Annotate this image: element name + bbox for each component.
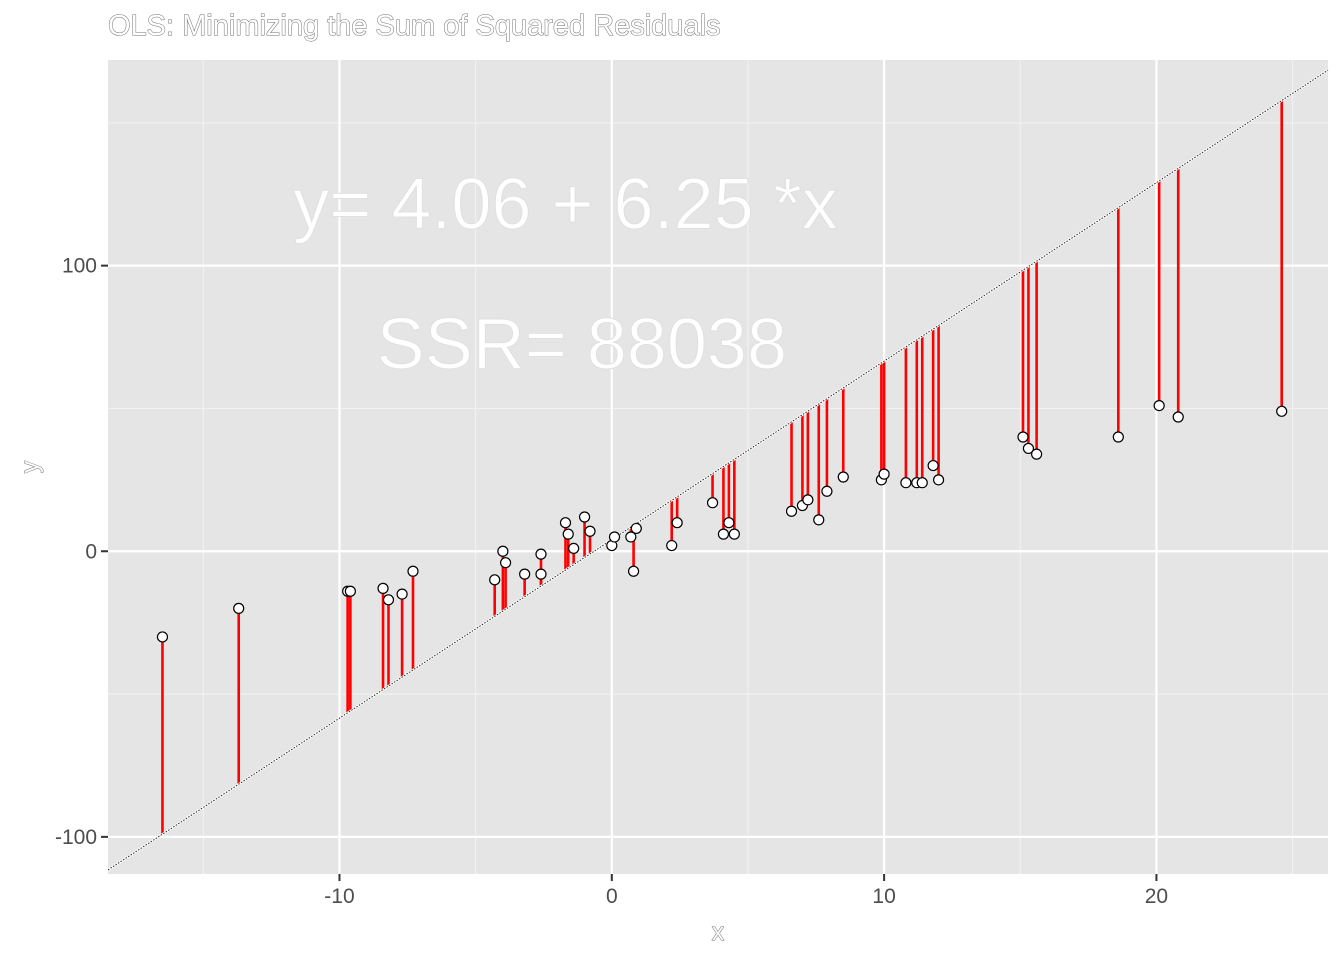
data-point — [1017, 431, 1029, 443]
data-point — [627, 565, 640, 577]
data-point — [1112, 431, 1124, 443]
data-point — [630, 522, 642, 535]
data-point — [535, 568, 547, 580]
chart-title: OLS: Minimizing the Sum of Squared Resid… — [108, 10, 722, 43]
fitted-line-dotted — [107, 69, 1329, 871]
data-point — [813, 514, 825, 526]
fitted-line — [107, 69, 1329, 871]
data-point — [706, 497, 719, 509]
data-point — [1022, 442, 1035, 455]
x-tick-label: 10 — [872, 885, 895, 908]
data-point — [785, 505, 798, 517]
data-point — [407, 565, 419, 577]
data-point — [489, 574, 501, 586]
data-point — [497, 545, 509, 557]
data-point — [377, 582, 389, 594]
data-point — [344, 585, 356, 597]
data-point — [625, 531, 637, 543]
data-point — [608, 531, 621, 543]
data-point — [723, 517, 735, 529]
equation-annotation: y= 4.06 + 6.25 *x — [293, 165, 837, 245]
data-point — [578, 511, 591, 523]
x-tick-label: 0 — [606, 885, 618, 908]
data-point — [671, 517, 683, 529]
data-point — [568, 542, 580, 555]
data-point — [717, 528, 730, 540]
data-point — [878, 468, 890, 480]
plot-panel — [108, 60, 1328, 874]
ssr-annotation: SSR= 88038 — [377, 304, 787, 384]
data-point — [802, 494, 814, 506]
residual-segments — [161, 100, 1284, 835]
data-point — [519, 568, 531, 580]
data-point — [233, 602, 245, 614]
y-axis-title: y — [17, 461, 44, 473]
y-tick-label: 0 — [85, 540, 97, 563]
data-point — [837, 471, 849, 483]
data-point — [156, 631, 169, 643]
data-point — [584, 525, 596, 537]
data-point — [559, 517, 572, 529]
x-tick-label: 20 — [1145, 885, 1168, 908]
y-tick-label: 100 — [62, 255, 97, 278]
x-tick-label: -10 — [324, 885, 354, 908]
data-point — [666, 539, 678, 552]
data-point — [382, 594, 395, 606]
data-point — [927, 459, 939, 472]
data-points — [156, 399, 1288, 643]
data-point — [562, 528, 574, 540]
data-point — [499, 557, 512, 569]
y-axis: -100 0 100 — [55, 255, 108, 849]
data-point — [535, 548, 547, 560]
annotations: y= 4.06 + 6.25 *x SSR= 88038 — [293, 164, 838, 385]
data-point — [1153, 399, 1165, 412]
y-tick-label: -100 — [55, 826, 97, 849]
data-point — [821, 485, 833, 497]
data-point — [900, 477, 912, 489]
data-point — [932, 474, 945, 486]
x-axis-title: x — [712, 919, 724, 946]
x-axis: -10 0 10 20 — [324, 874, 1168, 908]
data-point — [1276, 405, 1288, 417]
data-point — [1031, 448, 1043, 460]
data-point — [1172, 411, 1184, 423]
grid-minor — [108, 60, 1328, 874]
data-point — [728, 528, 740, 540]
data-point — [396, 588, 408, 600]
data-point — [916, 477, 928, 489]
